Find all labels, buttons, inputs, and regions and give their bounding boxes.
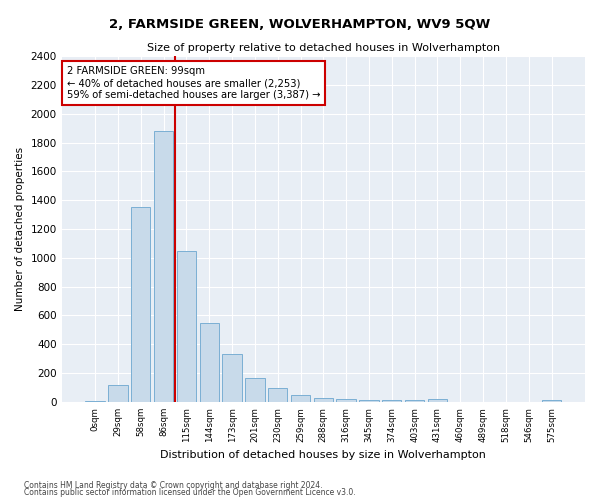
Text: Contains public sector information licensed under the Open Government Licence v3: Contains public sector information licen… <box>24 488 356 497</box>
Bar <box>359 400 379 402</box>
Text: 2, FARMSIDE GREEN, WOLVERHAMPTON, WV9 5QW: 2, FARMSIDE GREEN, WOLVERHAMPTON, WV9 5Q… <box>109 18 491 30</box>
Bar <box>177 250 196 402</box>
Title: Size of property relative to detached houses in Wolverhampton: Size of property relative to detached ho… <box>147 42 500 52</box>
Bar <box>131 208 151 402</box>
Bar <box>85 401 105 402</box>
Bar <box>314 398 333 402</box>
Text: 2 FARMSIDE GREEN: 99sqm
← 40% of detached houses are smaller (2,253)
59% of semi: 2 FARMSIDE GREEN: 99sqm ← 40% of detache… <box>67 66 320 100</box>
Bar <box>405 400 424 402</box>
Bar <box>428 399 447 402</box>
Bar <box>337 399 356 402</box>
Bar <box>291 394 310 402</box>
Bar <box>154 131 173 402</box>
Bar <box>200 322 219 402</box>
Bar <box>268 388 287 402</box>
Bar <box>382 400 401 402</box>
Bar <box>245 378 265 402</box>
Y-axis label: Number of detached properties: Number of detached properties <box>15 147 25 311</box>
X-axis label: Distribution of detached houses by size in Wolverhampton: Distribution of detached houses by size … <box>160 450 486 460</box>
Text: Contains HM Land Registry data © Crown copyright and database right 2024.: Contains HM Land Registry data © Crown c… <box>24 480 323 490</box>
Bar <box>542 400 561 402</box>
Bar <box>223 354 242 402</box>
Bar <box>108 384 128 402</box>
